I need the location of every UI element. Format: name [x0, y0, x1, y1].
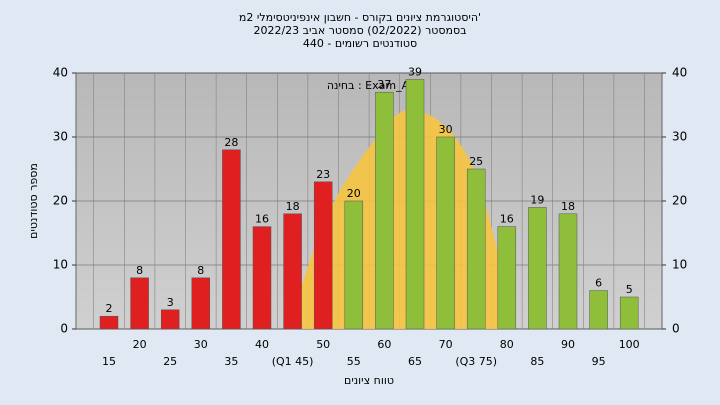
data-label: 37	[377, 78, 391, 91]
x-tick-label: 95	[592, 355, 606, 368]
x-tick-label: 15	[102, 355, 116, 368]
y2-tick-label: 20	[672, 194, 687, 208]
bar	[558, 213, 578, 330]
bar	[222, 149, 241, 330]
bar	[466, 168, 486, 330]
y-axis-label: מספר סטודנטים	[27, 163, 40, 239]
data-label: 39	[408, 65, 422, 78]
x-tick-label: 100	[619, 338, 640, 351]
data-label: 3	[167, 296, 174, 309]
data-label: 6	[595, 277, 602, 290]
bar	[99, 315, 119, 330]
y-tick-label: 20	[53, 194, 68, 208]
x-tick-label: (Q3 75)	[455, 355, 497, 368]
bar	[252, 226, 272, 330]
x-tick-label: 70	[439, 338, 453, 351]
y2-tick-label: 10	[672, 258, 687, 272]
x-tick-label: 40	[255, 338, 269, 351]
data-label: 8	[136, 264, 143, 277]
bar	[283, 213, 302, 330]
x-tick-label: 25	[163, 355, 177, 368]
x-tick-label: 65	[408, 355, 422, 368]
data-label: 23	[316, 168, 330, 181]
data-label: 28	[224, 136, 238, 149]
y2-tick-label: 40	[672, 66, 687, 80]
chart-subtitle: בסמסטר (02/2022) סמסטר אביב 2022/23	[253, 24, 466, 37]
data-label: 16	[500, 213, 514, 226]
chart-subtitle: סטודנטים רשומים - 440	[303, 37, 417, 50]
bar	[528, 207, 547, 330]
x-tick-label: 30	[194, 338, 208, 351]
x-tick-label: (Q1 45)	[272, 355, 314, 368]
bar	[619, 296, 639, 330]
bar	[191, 277, 211, 330]
x-tick-label: 50	[316, 338, 330, 351]
bar	[497, 226, 517, 330]
data-label: 16	[255, 213, 269, 226]
bar	[436, 136, 455, 330]
bar	[375, 91, 394, 330]
data-label: 2	[106, 302, 113, 315]
y2-tick-label: 30	[672, 130, 687, 144]
bar	[160, 309, 180, 330]
data-label: 18	[286, 200, 300, 213]
data-label: 18	[561, 200, 575, 213]
data-label: 19	[530, 193, 544, 206]
y-tick-label: 30	[53, 130, 68, 144]
data-label: 20	[347, 187, 361, 200]
x-tick-label: 55	[347, 355, 361, 368]
y-tick-label: 0	[60, 322, 68, 336]
x-tick-label: 85	[530, 355, 544, 368]
annotation: בחינה : Exam_A	[327, 79, 410, 92]
y2-tick-label: 0	[672, 322, 680, 336]
data-label: 25	[469, 155, 483, 168]
x-tick-label: 80	[500, 338, 514, 351]
x-axis-label: טווח ציונים	[344, 374, 394, 387]
x-tick-label: 20	[133, 338, 147, 351]
data-label: 5	[626, 283, 633, 296]
x-tick-label: 60	[377, 338, 391, 351]
bar	[589, 290, 608, 330]
chart-title: היסטוגרמת ציונים בקורס - חשבון אינפיניטס…	[239, 11, 481, 24]
x-tick-label: 90	[561, 338, 575, 351]
bar	[130, 277, 149, 330]
data-label: 30	[439, 123, 453, 136]
bar	[313, 181, 333, 330]
data-label: 8	[197, 264, 204, 277]
bar	[344, 200, 364, 330]
x-tick-label: 35	[224, 355, 238, 368]
y-tick-label: 10	[53, 258, 68, 272]
y-tick-label: 40	[53, 66, 68, 80]
bar	[405, 79, 425, 330]
